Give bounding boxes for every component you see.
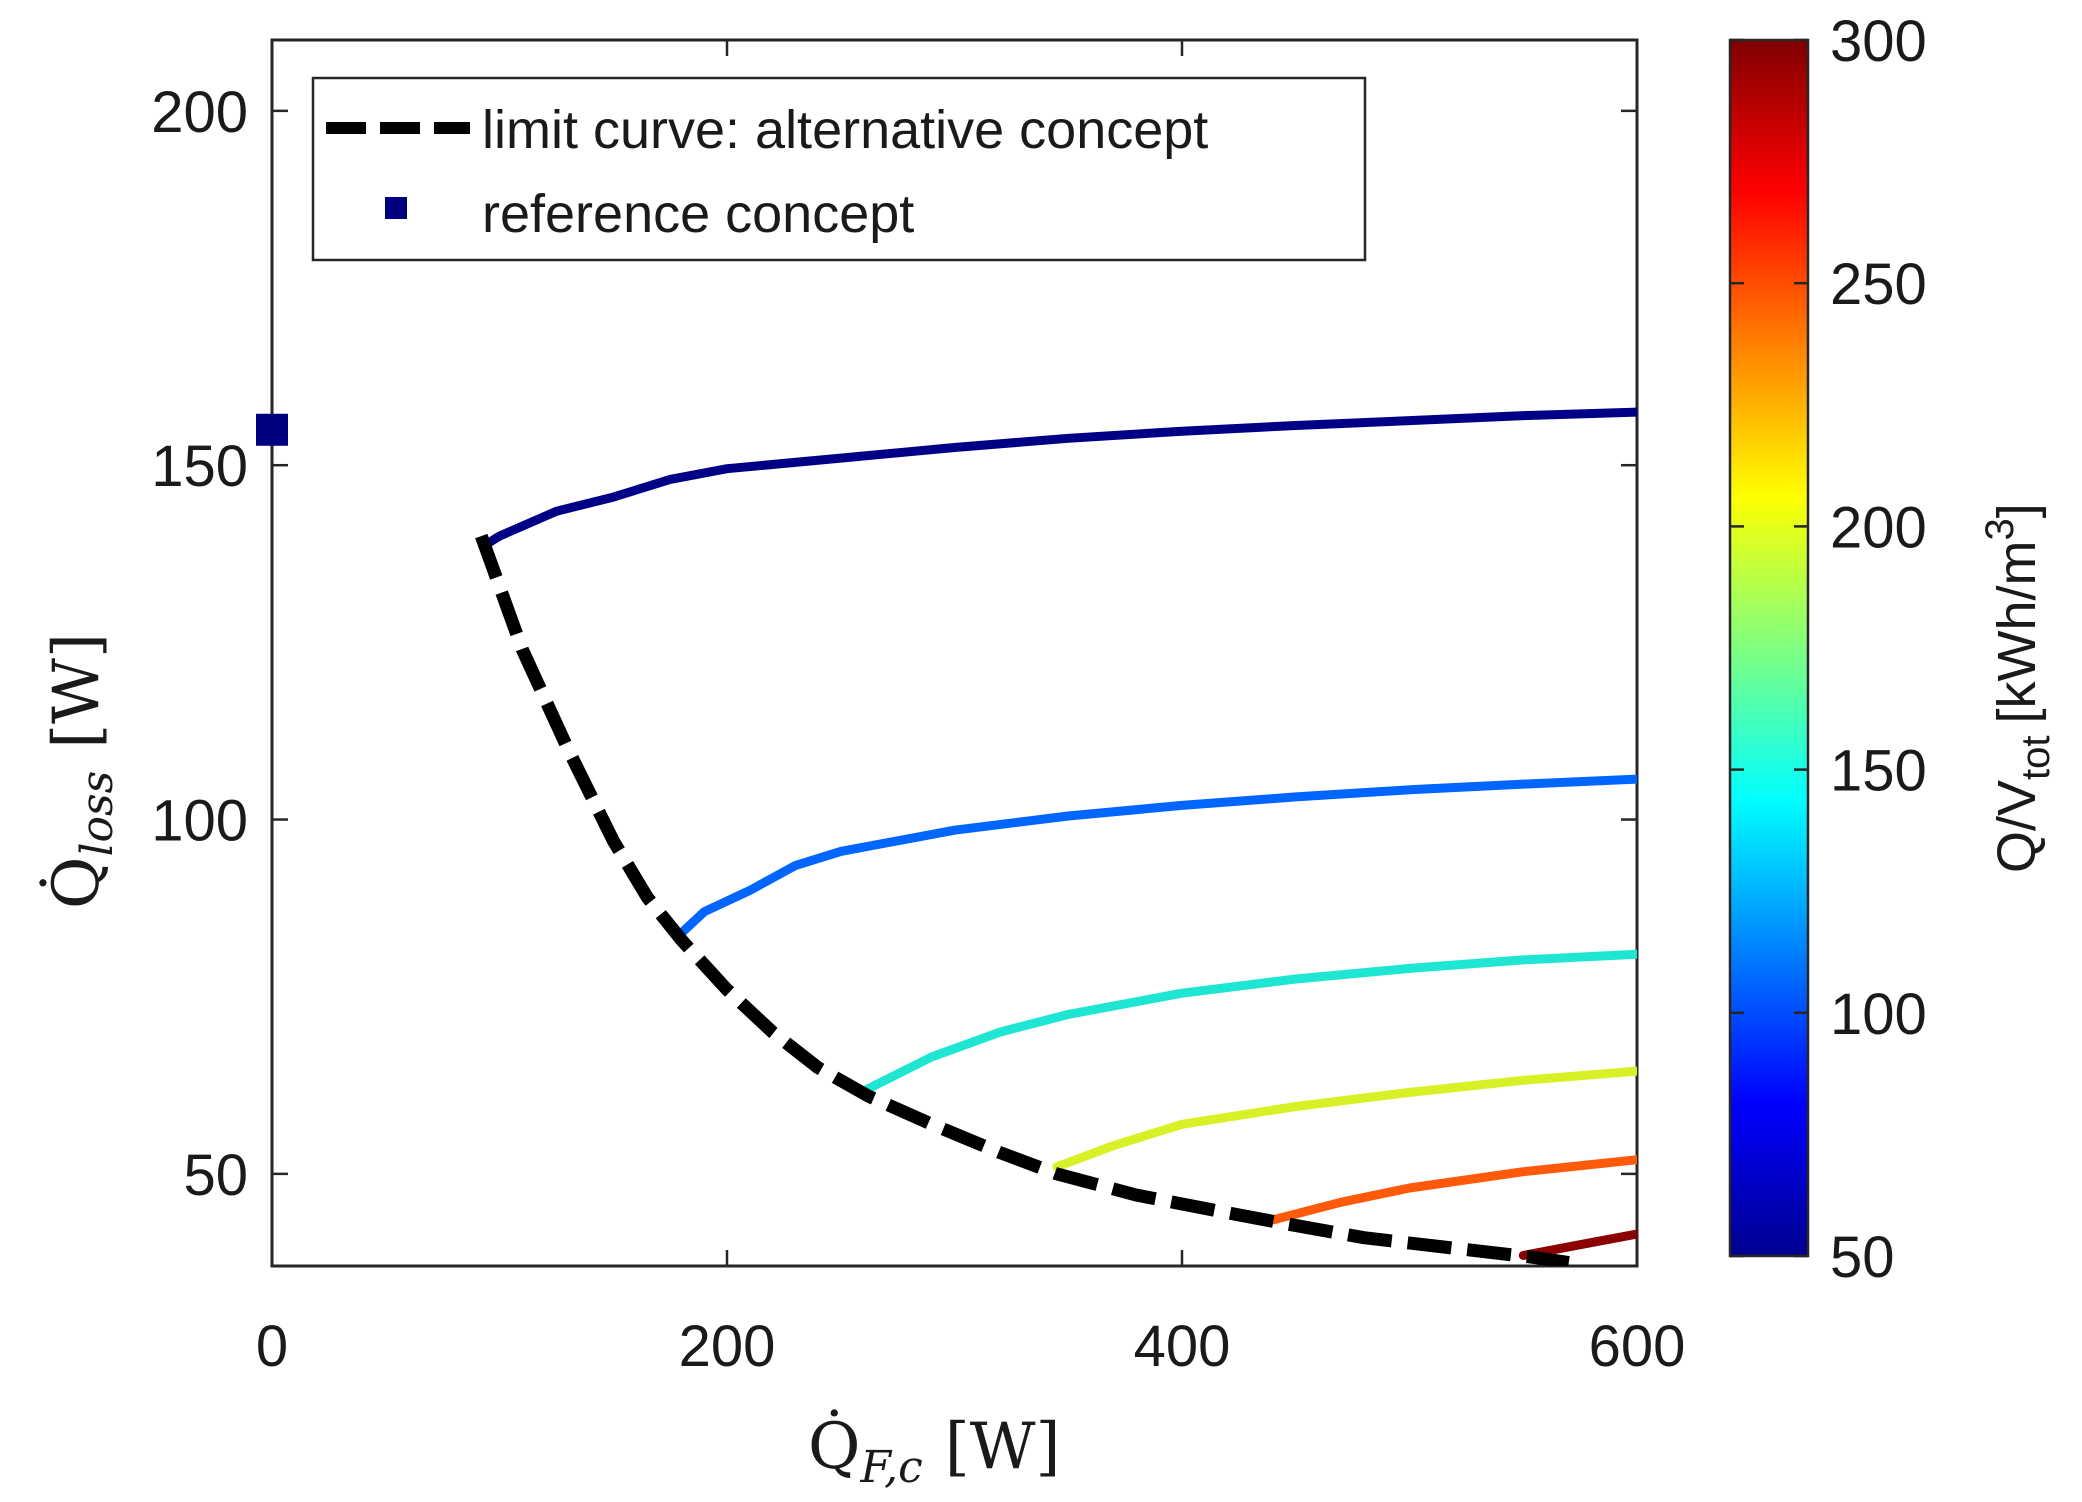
colorbar-title-base: Q/V	[1987, 780, 2047, 873]
contour-line-300	[1518, 1229, 1637, 1260]
contour-line-150	[863, 949, 1637, 1094]
y-tick-label-200: 200	[151, 80, 248, 145]
y-axis-ticks: 50 100 150 200	[151, 80, 1637, 1208]
legend-label-limit-curve: limit curve: alternative concept	[482, 100, 1208, 160]
colorbar-ticks: 50 100 150 200 250 300	[1730, 9, 1927, 1290]
reference-concept-marker	[256, 413, 288, 446]
x-axis-title-subscript: F,c	[859, 1442, 922, 1493]
contour-line-200	[1052, 1066, 1637, 1172]
x-axis-ticks: 0 200 400 600	[256, 40, 1686, 1379]
legend-label-reference-concept: reference concept	[482, 184, 914, 244]
colorbar-tick-label-100: 100	[1830, 982, 1927, 1047]
contour-line-250	[1268, 1155, 1637, 1225]
x-axis-title: Q̇F,c [W]	[808, 1408, 1061, 1493]
y-axis-title: Q̇loss [W]	[38, 633, 123, 909]
legend-box	[311, 76, 1367, 262]
colorbar-tick-label-150: 150	[1830, 739, 1927, 804]
x-tick-label-400: 400	[1134, 1314, 1231, 1379]
x-tick-label-200: 200	[679, 1314, 776, 1379]
y-axis-title-subscript: loss	[72, 771, 123, 857]
y-tick-label-100: 100	[151, 789, 248, 854]
y-tick-label-150: 150	[151, 434, 248, 499]
y-axis-title-unit: [W]	[40, 633, 114, 749]
y-axis-title-base: Q̇	[38, 857, 114, 909]
x-tick-label-600: 600	[1589, 1314, 1686, 1379]
colorbar-tick-label-300: 300	[1830, 9, 1927, 74]
colorbar-bar	[1728, 38, 1810, 1258]
legend-swatch-square-marker	[385, 197, 407, 219]
colorbar-tick-label-200: 200	[1830, 495, 1927, 560]
legend: limit curve: alternative concept referen…	[311, 76, 1367, 262]
marker-layer	[256, 413, 288, 446]
colorbar-tick-label-50: 50	[1830, 1225, 1895, 1290]
series-layer	[475, 407, 1637, 1266]
svg-text:Q/Vtot[kWh/m3]: Q/Vtot [kWh/m3]	[1978, 503, 2058, 873]
contour-line-100	[677, 774, 1637, 938]
colorbar-title: Q/Vtot [kWh/m3]	[1978, 503, 2058, 873]
colorbar-tick-label-250: 250	[1830, 252, 1927, 317]
contour-line-55	[483, 407, 1637, 548]
x-tick-label-0: 0	[256, 1314, 288, 1379]
colorbar-title-close: ]	[1987, 503, 2047, 518]
y-tick-label-50: 50	[183, 1143, 248, 1208]
x-axis-title-base: Q̇	[808, 1408, 860, 1484]
limit-curve-line	[475, 533, 1570, 1266]
x-axis-title-unit: [W]	[945, 1410, 1061, 1484]
svg-text:Q̇F,c[W]: Q̇F,c [W]	[808, 1408, 1061, 1493]
colorbar: 50 100 150 200 250 300	[1728, 9, 1927, 1290]
colorbar-title-subscript: tot	[2014, 735, 2058, 779]
colorbar-title-unit: [kWh/m	[1987, 540, 2047, 723]
svg-text:Q̇loss[W]: Q̇loss [W]	[38, 633, 123, 909]
colorbar-title-superscript: 3	[1978, 518, 2022, 540]
